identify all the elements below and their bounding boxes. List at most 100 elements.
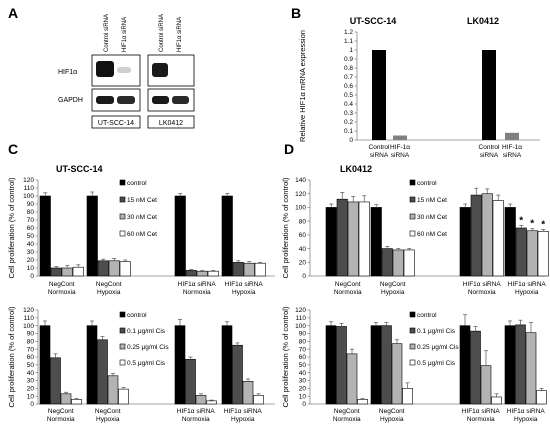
bar [51, 358, 61, 404]
y-tick-label: 40 [299, 246, 307, 253]
x-tick-label: Normoxia [182, 416, 210, 423]
bar [208, 271, 219, 276]
legend-swatch [410, 231, 415, 236]
blot-band [172, 96, 189, 104]
bar [222, 196, 233, 276]
bar [527, 231, 538, 276]
bar [481, 366, 491, 404]
y-tick-label: 20 [299, 259, 307, 266]
bar [359, 202, 370, 276]
y-tick-label: 0 [30, 401, 34, 408]
y-tick-label: 90 [27, 331, 35, 338]
significance-marker: * [519, 215, 523, 226]
bar [471, 331, 481, 404]
y-tick-label: 70 [27, 346, 35, 353]
y-tick-label: 30 [27, 249, 35, 256]
y-tick-label: 0 [302, 401, 306, 408]
x-tick-label: NegCont [334, 408, 360, 415]
x-tick-label: NegCont [95, 408, 121, 415]
bar [371, 207, 382, 276]
panel-letter-c: C [8, 141, 18, 157]
legend-label: control [127, 312, 147, 319]
legend-swatch [120, 328, 125, 333]
legend-swatch [410, 344, 415, 349]
y-tick-label: 0.6 [344, 83, 353, 90]
y-tick-label: 10 [299, 393, 307, 400]
y-tick-label: 0.1 [344, 128, 353, 135]
y-tick-label: 100 [23, 193, 34, 200]
y-tick-label: 0.8 [344, 65, 353, 72]
significance-marker: * [541, 219, 545, 230]
significance-marker: * [530, 219, 534, 230]
bar [372, 50, 386, 140]
x-tick-label: siRNA [503, 152, 522, 159]
bar [120, 262, 131, 276]
x-tick-label: NegCont [335, 281, 361, 288]
x-tick-label: siRNA [370, 152, 389, 159]
chart-title: LK0412 [340, 164, 372, 174]
bar [382, 249, 393, 276]
legend-swatch [120, 344, 125, 349]
legend-swatch [120, 360, 125, 365]
x-tick-label: Hypoxia [380, 416, 404, 423]
bar [186, 270, 197, 276]
bar [471, 195, 482, 276]
y-tick-label: 60 [299, 232, 307, 239]
bar [393, 250, 404, 276]
bar [62, 268, 73, 276]
legend-swatch [120, 312, 125, 317]
x-tick-label: HIF-1α [502, 144, 522, 151]
x-tick-label: Control [479, 144, 501, 151]
legend-label: 30 nM Cet [417, 214, 447, 221]
y-tick-label: 80 [27, 209, 35, 216]
y-tick-label: 90 [27, 201, 35, 208]
bar [326, 326, 336, 404]
bar [243, 381, 253, 404]
x-tick-label: Hypoxia [96, 416, 120, 423]
legend-label: control [417, 180, 437, 187]
bar [207, 401, 217, 404]
y-tick-label: 100 [295, 323, 306, 330]
x-tick-label: Hypoxia [231, 416, 255, 423]
y-tick-label: 60 [27, 225, 35, 232]
x-tick-label: Hypoxia [515, 289, 539, 296]
bar [326, 207, 337, 276]
y-tick-label: 50 [27, 233, 35, 240]
blot-column-label: Control siRNA [159, 14, 165, 52]
y-tick-label: 10 [27, 265, 35, 272]
bar [493, 201, 504, 276]
x-tick-label: NegCont [49, 281, 75, 288]
x-tick-label: Normoxia [467, 416, 495, 423]
bar [109, 261, 120, 276]
bar [505, 326, 515, 404]
x-tick-label: Hypoxia [514, 416, 538, 423]
legend-swatch [410, 214, 415, 219]
blot-row-label: HIF1α [58, 69, 77, 76]
y-axis-label: Cell proliferation (% of control) [7, 306, 16, 407]
charts-layer: 0 0.1 0.2 0.3 0.4 0.5 0.6 0.7 0.8 0.9 1 1.1 1.2 Relat… [7, 16, 549, 423]
legend-label: 0.1 μg/ml Cis [417, 328, 456, 335]
y-tick-label: 100 [295, 205, 306, 212]
y-tick-label: 0.2 [344, 119, 353, 126]
bar [348, 202, 359, 276]
y-tick-label: 50 [299, 362, 307, 369]
blot-band [96, 61, 114, 77]
bar [233, 262, 244, 276]
x-tick-label: HIF1α siRNA [508, 281, 547, 288]
y-tick-label: 1.2 [344, 29, 353, 36]
cell-line-label: UT-SCC-14 [98, 120, 134, 127]
x-tick-label: Normoxia [47, 416, 75, 423]
blot-band [152, 96, 169, 104]
y-axis-label: Cell proliferation (% of control) [7, 177, 16, 278]
y-tick-label: 40 [27, 370, 35, 377]
legend-label: 60 nM Cet [127, 231, 157, 238]
y-tick-label: 0 [349, 137, 353, 144]
chart-d-top: 0 20 40 60 80 100 120 140 Cell proliferation (% … [281, 164, 549, 296]
panel-letter-d: D [284, 141, 294, 157]
bar [73, 267, 84, 276]
bar [98, 340, 108, 404]
blot-column-label: HIF1α siRNA [177, 17, 183, 52]
y-tick-label: 20 [299, 386, 307, 393]
y-tick-label: 30 [27, 378, 35, 385]
legend-label: control [417, 312, 437, 319]
